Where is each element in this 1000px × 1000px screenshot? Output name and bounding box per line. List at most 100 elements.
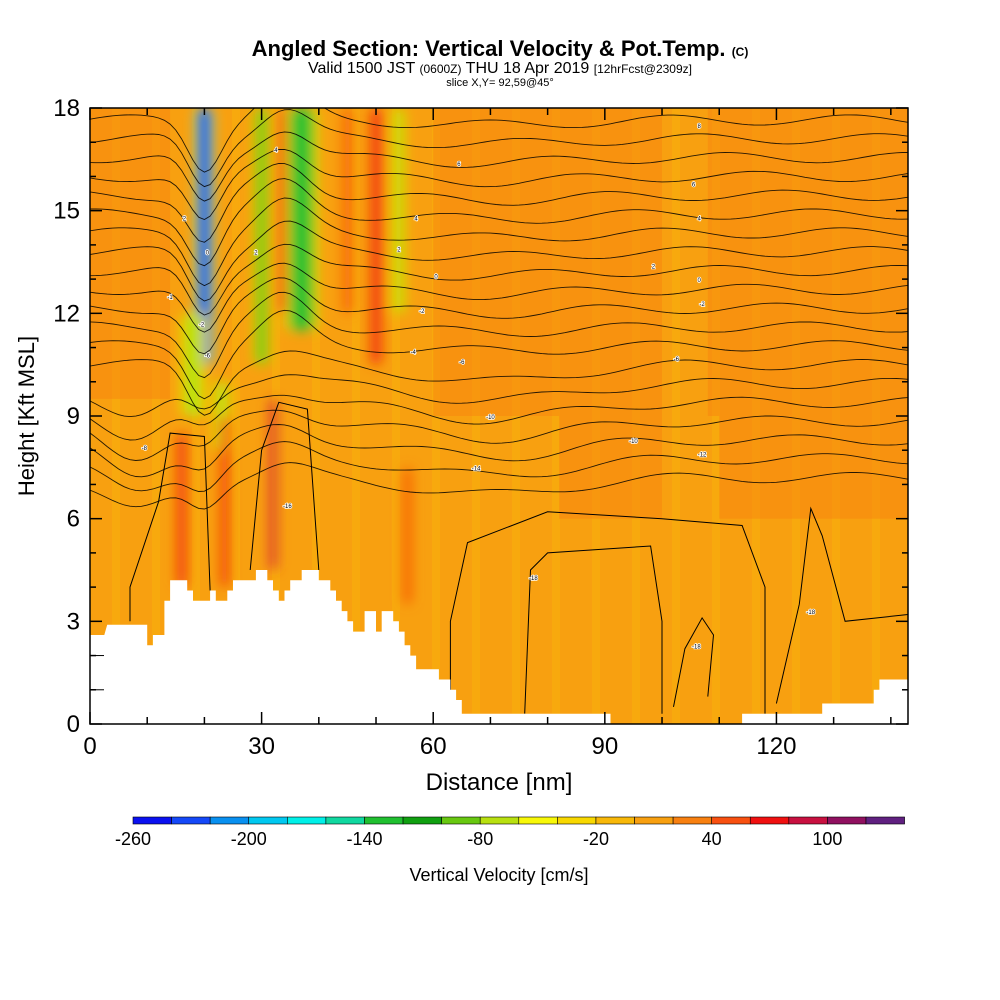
chart-title: Angled Section: Vertical Velocity & Pot.… [251,36,749,61]
contour-label: 4 [274,148,278,154]
isentrope-line [90,374,908,418]
x-tick-label: 120 [756,733,796,760]
isentrope-line [90,262,908,333]
contour-label: -4 [411,350,417,356]
colorbar-tick-label: -260 [115,829,151,849]
contour-label: -14 [472,466,481,472]
contour-label: -18 [806,610,815,616]
contour-label: -18 [692,644,701,650]
isentrope-line [775,506,908,704]
contour-label: 6 [457,162,461,168]
isentrope-line [90,394,908,441]
field-tint-region [559,416,663,519]
y-tick-label: 12 [53,300,80,327]
contour-label: -6 [674,357,680,363]
colorbar-swatch [518,816,558,825]
velocity-core [221,416,227,588]
colorbar-swatch [711,816,751,825]
contour-label: -16 [283,504,292,510]
y-tick-label: 18 [53,95,80,122]
contour-label: -1 [167,295,173,301]
isentrope-line [90,243,908,316]
contour-label: -2 [699,302,705,308]
y-tick-label: 15 [53,198,80,225]
isentrope-line [90,131,908,202]
isentrope-line [90,309,908,400]
colorbar-swatch [672,816,712,825]
velocity-core [278,108,286,314]
isentrope-line [90,149,908,220]
contour-label: -10 [486,415,495,421]
colorbar-swatch [749,816,790,825]
colorbar-swatch [364,816,404,825]
contour-label: 6 [692,182,696,188]
contour-label: -6 [459,360,465,366]
contour-label: -2 [199,323,205,329]
colorbar-swatch [634,816,674,825]
velocity-core [184,313,202,416]
colorbar-tick-label: -20 [583,829,609,849]
colorbar-swatch [402,816,442,825]
title-unit: (C) [731,45,749,59]
colorbar-tick-label: 40 [702,829,722,849]
isentrope-line [524,545,663,714]
colorbar-swatch [557,816,597,825]
contour-label: 2 [183,217,187,223]
isentrope-line [90,462,908,510]
x-tick-label: 60 [420,733,447,760]
colorbar-swatch [788,816,828,825]
isentrope-line [90,220,908,302]
colorbar-swatch [171,816,211,825]
colorbar-swatch [132,816,172,825]
forecast-info: [12hrFcst@2309z] [593,62,692,76]
isentrope-line [90,409,908,461]
contour-label: 4 [414,217,418,223]
isentrope-line [90,424,908,478]
potential-temperature-contours [90,108,908,714]
contour-label: -8 [142,446,148,452]
field-tint-region [433,108,663,416]
isentrope-line [129,432,211,622]
isentrope-line [90,291,908,379]
y-tick-label: 3 [67,608,80,635]
isentrope-line [90,108,908,173]
colorbar-tick-label: -140 [346,829,382,849]
colorbar-swatch [827,816,867,825]
colorbar-swatch [209,816,250,825]
field-tint-region [719,416,908,519]
velocity-core [372,108,380,365]
colorbar-swatch [479,816,520,825]
plot-field: 4 2 0 2 -1 -2 -6 -8 -16 6 4 2 0 -2 -4 -6 -10 -14 -18 8 6 4 2 0 -… [90,108,908,724]
contour-label: -10 [629,439,638,445]
slice-info: slice X,Y= 92,59@45° [446,77,554,89]
isentrope-line [249,401,320,571]
contour-label: 2 [397,247,401,253]
upper-field-tint [90,108,908,519]
isentrope-line [90,109,908,188]
isentrope-line [449,511,766,714]
y-axis-ticks: 0 3 6 9 12 15 18 [53,95,908,738]
velocity-core [404,467,411,605]
contour-label: 8 [698,124,702,130]
contour-label: -6 [205,353,211,359]
colorbar-swatch [248,816,288,825]
x-tick-label: 30 [248,733,275,760]
contour-label: -2 [419,309,425,315]
colorbar-swatch [595,816,635,825]
field-tint-region [707,108,908,416]
velocity-core [178,433,185,588]
velocity-core [270,398,276,570]
velocity-core [344,108,351,314]
y-tick-label: 0 [67,711,80,738]
isentrope-line [90,350,908,416]
y-tick-label: 9 [67,403,80,430]
isentrope-line [90,178,908,267]
field-tint-region [90,108,171,399]
velocity-core [292,108,311,331]
colorbar-tick-label: 100 [812,829,842,849]
colorbar-swatch [865,816,905,825]
isentrope-line [90,197,908,287]
colorbar-swatch [325,816,365,825]
y-axis-label: Height [Kft MSL] [14,336,39,496]
